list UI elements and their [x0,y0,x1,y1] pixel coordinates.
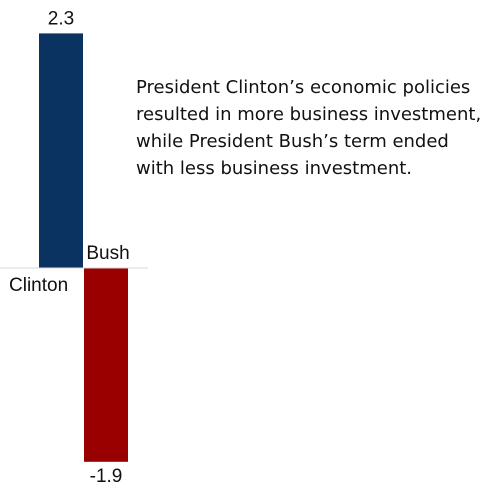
category-label-bush: Bush [86,243,129,264]
bar-bush [84,268,128,462]
chart-annotation: President Clinton’s economic policies re… [136,77,482,179]
category-label-clinton: Clinton [9,275,68,296]
bar-clinton [39,33,83,269]
value-label-clinton: 2.3 [48,8,74,29]
value-label-bush: -1.9 [90,466,123,487]
